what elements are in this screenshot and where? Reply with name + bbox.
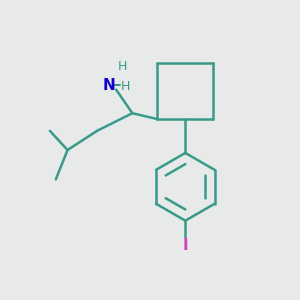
Text: N: N <box>102 78 115 93</box>
Text: H: H <box>117 60 127 73</box>
Text: I: I <box>182 238 188 253</box>
Text: H: H <box>120 80 130 93</box>
